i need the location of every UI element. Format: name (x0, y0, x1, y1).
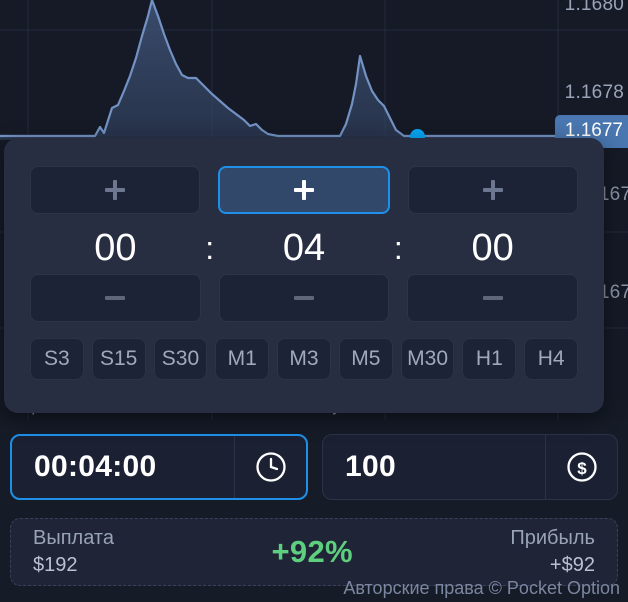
seconds-increment-button[interactable] (408, 166, 578, 214)
plus-icon (294, 180, 314, 200)
timeframe-button-h4[interactable]: H4 (524, 338, 579, 380)
amount-input-field[interactable]: 100 $ (322, 434, 618, 500)
amount-input-value[interactable]: 100 (345, 450, 396, 483)
payout-percent-badge: +92% (271, 534, 353, 569)
increment-buttons-row (30, 166, 578, 214)
svg-text:$: $ (577, 459, 587, 478)
minutes-decrement-button[interactable] (218, 274, 390, 322)
hours-value: 00 (94, 227, 137, 269)
hours-increment-button[interactable] (30, 166, 200, 214)
trade-inputs-row: 00:04:00 100 $ (0, 434, 628, 500)
timeframe-button-s15[interactable]: S15 (91, 338, 146, 380)
timeframe-button-m1[interactable]: M1 (215, 338, 270, 380)
profit-title: Прибыль (510, 527, 595, 549)
hours-decrement-button[interactable] (30, 274, 201, 322)
seconds-decrement-button[interactable] (407, 274, 579, 322)
timeframe-buttons-row: S3 S15 S30 M1 M3 M5 M30 H1 H4 (30, 338, 579, 380)
timeframe-button-h1[interactable]: H1 (462, 338, 517, 380)
copyright-watermark: Авторские права © Pocket Option (343, 578, 620, 598)
time-digits-row: 00 : 04 : 00 (30, 226, 578, 270)
dollar-circle-icon[interactable]: $ (545, 435, 617, 499)
plus-icon (483, 180, 503, 200)
minus-icon (105, 296, 126, 300)
timeframe-button-s30[interactable]: S30 (153, 338, 208, 380)
seconds-value: 00 (471, 227, 514, 269)
digit-separator-1: : (205, 230, 215, 266)
clock-icon[interactable] (234, 436, 306, 498)
timeframe-button-m5[interactable]: M5 (338, 338, 393, 380)
timeframe-button-m3[interactable]: M3 (277, 338, 331, 380)
price-axis-label-1: 1.1678 (564, 82, 624, 103)
time-input-value[interactable]: 00:04:00 (34, 450, 157, 483)
decrement-buttons-row (30, 274, 579, 322)
timeframe-button-m30[interactable]: M30 (400, 338, 455, 380)
time-picker-popup[interactable]: 00 : 04 : 00 S3 S15 S30 M1 M3 M5 M30 (4, 138, 604, 413)
time-input-field[interactable]: 00:04:00 (10, 434, 308, 500)
digit-separator-2: : (393, 230, 403, 266)
plus-icon (105, 180, 125, 200)
payout-title: Выплата (33, 527, 114, 549)
timeframe-button-s3[interactable]: S3 (30, 338, 84, 380)
minutes-value: 04 (282, 227, 326, 269)
payout-summary-panel: Выплата $192 +92% Прибыль +$92 (10, 518, 618, 586)
minus-icon (294, 296, 314, 300)
price-axis-label-0: 1.1680 (564, 0, 624, 15)
payout-amount: $192 (33, 554, 78, 576)
profit-column: Прибыль +$92 (510, 525, 595, 579)
profit-amount: +$92 (549, 554, 595, 576)
minutes-increment-button[interactable] (218, 166, 390, 214)
payout-column: Выплата $192 (33, 525, 114, 579)
chart-area-series (0, 0, 628, 140)
minus-icon (482, 296, 503, 300)
